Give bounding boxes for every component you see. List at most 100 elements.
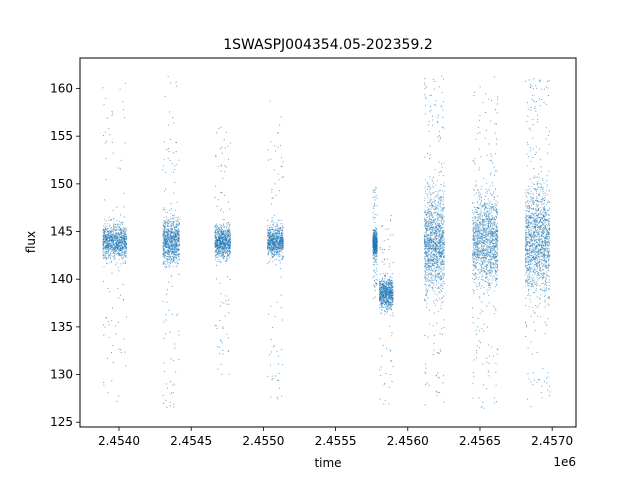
data-point [178,245,180,247]
data-point [267,242,269,243]
data-point [215,232,217,234]
data-point [168,124,169,126]
data-point [281,219,283,221]
data-point [383,280,385,282]
data-point [384,302,386,303]
data-point [269,354,271,356]
data-point [109,246,111,248]
data-point [380,295,382,297]
data-point [164,257,165,259]
data-point [162,250,164,252]
data-point [169,236,171,238]
data-point [374,242,376,244]
data-point [123,206,125,208]
data-point [217,232,219,234]
data-point [228,245,230,247]
data-point [123,235,125,237]
data-point [383,287,385,289]
data-point [163,262,165,264]
data-point [224,315,226,317]
data-point [267,236,269,238]
data-point [176,224,178,226]
data-point [109,291,111,293]
data-point [167,220,169,222]
data-point [374,231,375,233]
data-point [277,146,279,148]
data-point [217,368,219,370]
data-point [270,158,272,160]
data-point [282,226,283,228]
data-point [270,305,272,307]
data-point [171,246,173,248]
data-point [172,236,174,238]
data-point [391,298,393,300]
data-point [168,223,170,225]
data-point [103,242,105,244]
data-point [114,235,116,237]
data-point [228,235,230,237]
data-point [389,302,391,304]
data-point [120,231,122,233]
data-point [170,246,172,248]
data-point [392,300,393,301]
data-point [375,259,377,261]
data-point [376,228,378,229]
data-point [389,266,391,268]
data-point [103,238,105,240]
data-point [275,229,277,231]
data-point [162,224,164,226]
data-point [267,232,269,234]
data-point [162,243,164,245]
data-point [119,233,121,235]
data-point [281,395,283,397]
data-point [172,250,174,252]
data-point [385,306,387,308]
data-point [164,227,166,229]
data-point [102,251,104,253]
data-point [170,229,172,231]
data-point [110,249,112,250]
data-point [389,288,391,290]
data-point [269,238,271,240]
data-point [105,244,107,246]
data-point [120,223,122,225]
data-point [373,270,375,272]
data-point [277,173,279,175]
data-point [228,373,230,375]
data-point [221,231,223,233]
data-point [107,240,109,242]
data-point [121,251,123,253]
data-point [226,226,227,228]
data-point [229,247,230,249]
data-point [220,170,222,172]
data-point [163,207,165,209]
data-point [168,259,170,261]
data-point [167,236,169,238]
data-point [167,235,169,237]
data-point [215,246,217,248]
data-point [376,255,378,257]
data-point [113,249,115,251]
data-point [381,299,383,301]
data-point [104,239,106,241]
data-point [392,294,394,296]
data-point [170,139,171,140]
data-point [219,236,221,238]
data-point [106,242,108,244]
data-point [376,237,378,239]
data-point [389,349,391,351]
data-point [174,182,176,183]
data-point [122,224,124,225]
data-point [166,245,168,247]
data-point [113,242,115,244]
data-point [102,249,104,251]
data-point [167,242,169,244]
data-point [116,226,118,228]
data-point [267,234,269,236]
data-point [220,237,222,239]
data-point [172,117,174,119]
data-point [276,236,277,238]
data-point [113,251,115,253]
data-point [166,260,168,262]
data-point [282,227,284,229]
